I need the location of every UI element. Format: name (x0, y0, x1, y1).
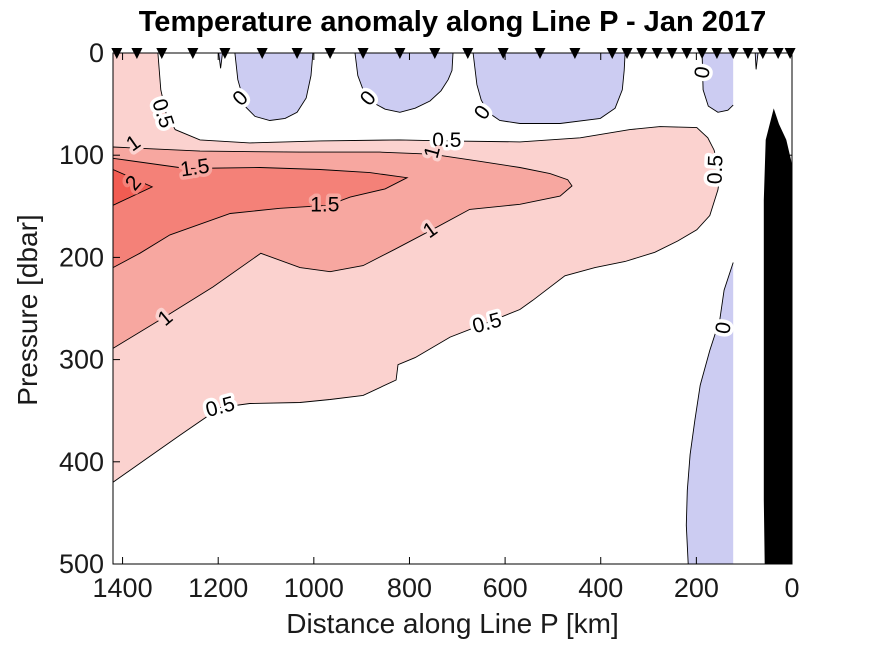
station-marker-icon (429, 48, 441, 59)
station-marker-icon (681, 48, 693, 59)
negative-strip-coastal-fill (686, 262, 734, 564)
station-marker-icon (534, 48, 546, 59)
station-marker-icon (772, 48, 784, 59)
anomaly-2-band-fill (113, 169, 153, 206)
negative-patch-d-line (701, 52, 734, 113)
station-marker-icon (111, 48, 123, 59)
station-marker-icon (727, 48, 739, 59)
x-tick-label: 800 (387, 573, 432, 603)
station-marker-icon (666, 48, 678, 59)
negative-patch-c-line (472, 52, 626, 124)
station-marker-icon (219, 48, 231, 59)
station-marker-icon (324, 48, 336, 59)
x-axis-label: Distance along Line P [km] (286, 608, 619, 639)
station-marker-icon (497, 48, 509, 59)
contour-label: 0.5 (432, 129, 461, 152)
station-marker-icon (606, 48, 618, 59)
y-tick-label: 500 (59, 549, 104, 579)
negative-strip-coastal-line (685, 262, 734, 565)
negative-patch-a-line (234, 52, 314, 121)
y-tick-label: 200 (59, 242, 104, 272)
zero-sliver-1-line (218, 52, 223, 69)
y-tick-label: 300 (59, 345, 104, 375)
negative-patch-b-line (354, 52, 454, 113)
anomaly-2-band-line (112, 169, 154, 206)
axes-box (112, 52, 793, 565)
station-marker-icon (394, 48, 406, 59)
zero-sliver-1-fill (218, 53, 223, 69)
negative-patch-a-fill (234, 53, 313, 121)
contour-label: 1.5 (310, 193, 339, 216)
contour-label: 1.5 (179, 155, 211, 182)
station-marker-icon (462, 48, 474, 59)
bathymetry-mask (763, 108, 793, 565)
x-tick-label: 1400 (93, 573, 153, 603)
y-axis-label: Pressure [dbar] (12, 214, 43, 406)
station-marker-icon (621, 48, 633, 59)
station-marker-icon (757, 48, 769, 59)
x-tick-label: 0 (784, 573, 799, 603)
station-marker-icon (711, 48, 723, 59)
y-tick-label: 0 (89, 38, 104, 68)
negative-patch-d-fill (702, 53, 734, 113)
station-marker-icon (187, 48, 199, 59)
x-tick-label: 1000 (284, 573, 344, 603)
station-marker-icon (569, 48, 581, 59)
station-marker-icon (696, 48, 708, 59)
station-marker-icon (357, 48, 369, 59)
anomaly-0.5-band-line (112, 52, 721, 483)
station-marker-icon (131, 48, 143, 59)
zero-sliver-2-line (754, 52, 759, 70)
y-tick-label: 400 (59, 447, 104, 477)
page-title: Temperature anomaly along Line P - Jan 2… (138, 6, 767, 38)
y-tick-label: 100 (59, 140, 104, 170)
negative-patch-b-fill (355, 53, 453, 113)
anomaly-1.5-band-fill (113, 158, 408, 268)
x-tick-label: 1200 (188, 573, 248, 603)
negative-patch-c-fill (473, 53, 626, 124)
station-marker-icon (156, 48, 168, 59)
x-tick-label: 200 (674, 573, 719, 603)
x-tick-label: 600 (483, 573, 528, 603)
station-marker-icon (256, 48, 268, 59)
anomaly-1.5-band-line (112, 157, 409, 268)
station-marker-icon (742, 48, 754, 59)
x-tick-label: 400 (578, 573, 623, 603)
contour-label: 0.5 (703, 155, 727, 185)
station-marker-icon (651, 48, 663, 59)
station-marker-icon (291, 48, 303, 59)
station-marker-icon (636, 48, 648, 59)
station-marker-icon (784, 48, 796, 59)
anomaly-1-band-line (112, 146, 573, 349)
